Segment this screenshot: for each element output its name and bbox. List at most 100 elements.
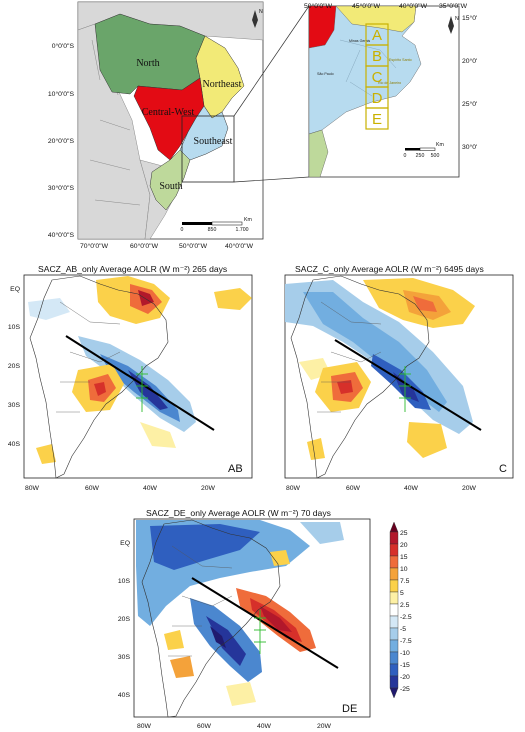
region-label-southeast: Southeast: [194, 136, 233, 147]
lat-label: 20S: [8, 363, 21, 370]
warm-anomaly: [36, 444, 56, 464]
warm-anomaly: [407, 422, 447, 458]
colorbar-swatch: [389, 531, 399, 545]
place-minas-gerais: Minas Gerais: [349, 39, 370, 43]
sacz-axis-line: [65, 335, 215, 431]
lon-label: 80W: [286, 485, 301, 492]
lat-label: 20°0'0"S: [48, 137, 75, 145]
zone-label: E: [372, 111, 382, 128]
blue-anomaly: [28, 298, 70, 320]
colorbar-label: -20: [400, 674, 410, 681]
lon-label: 45°0'0"W: [352, 2, 381, 10]
colorbar-swatch: [389, 651, 399, 665]
warm-anomaly: [138, 290, 154, 306]
blue-anomaly: [210, 626, 226, 648]
lat-label: 25°0': [462, 100, 477, 108]
colorbar-label: -15: [400, 662, 410, 669]
zoom-lat-labels: 15°0' 20°0' 25°0' 30°0': [462, 14, 477, 151]
svg-text:N: N: [455, 16, 459, 22]
warm-anomaly: [170, 656, 194, 678]
colorbar-swatch: [389, 579, 399, 593]
lat-label: 10S: [118, 578, 131, 585]
lat-label: 40S: [118, 692, 131, 699]
lon-label: 60W: [346, 485, 361, 492]
south-america-outline: [141, 519, 281, 718]
lon-label: 40W: [404, 485, 419, 492]
zoom-extent-box: [181, 115, 235, 183]
regional-map: 0°0'0"S 10°0'0"S 20°0'0"S 30°0'0"S 40°0'…: [48, 1, 310, 250]
colorbar-swatch: [389, 603, 399, 617]
zoom-map: Minas Gerais São Paulo Espírito Santo Ri…: [304, 2, 477, 178]
warm-anomaly: [94, 382, 106, 396]
lat-label: 30S: [118, 654, 131, 661]
lat-label: 30°0': [462, 143, 477, 151]
green-marker: [399, 366, 411, 412]
colorbar-swatch: [389, 555, 399, 569]
panel-label: AB: [228, 463, 243, 475]
place-sao-paulo: São Paulo: [317, 72, 334, 76]
lat-label: 20°0': [462, 57, 477, 65]
lat-label: 10°0'0"S: [48, 90, 75, 98]
colorbar-label: 20: [400, 542, 408, 549]
warm-anomaly: [270, 550, 290, 566]
colorbar-label: 5: [400, 590, 404, 597]
blue-anomaly: [206, 616, 246, 666]
place-rio-de-janeiro: Rio de Janeiro: [378, 81, 401, 85]
scale-tick: 1.700: [236, 227, 249, 233]
colorbar-label: -7.5: [400, 638, 412, 645]
warm-anomaly: [214, 288, 252, 310]
colorbar-label: 25: [400, 530, 408, 537]
green-marker: [254, 610, 266, 654]
lon-label: 35°0'0"W: [439, 2, 468, 10]
lon-label: 50°0'0"W: [304, 2, 333, 10]
region-label-central-west: Central-West: [142, 107, 195, 118]
scale-unit: Km: [244, 217, 252, 223]
colorbar-swatch: [389, 627, 399, 641]
colorbar: 25 20 15 10 7.5 5 2.5 -2.5 -5 -7.5 -10 -…: [389, 521, 412, 699]
lon-label: 60W: [85, 485, 100, 492]
zoom-lon-labels: 50°0'0"W 45°0'0"W 40°0'0"W 35°0'0"W: [304, 2, 468, 10]
lon-label: 40W: [257, 723, 272, 730]
zoom-north-arrow-icon: N: [448, 16, 459, 34]
lat-label: EQ: [120, 540, 130, 547]
blue-anomaly: [150, 524, 260, 570]
lat-label: 30°0'0"S: [48, 184, 75, 192]
warm-anomaly: [337, 380, 353, 394]
region-label-north: North: [136, 58, 159, 69]
scale-tick: 850: [208, 227, 217, 233]
panel-c: SACZ_C_only Average AOLR (W m⁻²) 6495 da…: [284, 264, 514, 492]
panel-plot-area: AB: [23, 274, 253, 479]
lat-label: EQ: [10, 286, 20, 293]
colorbar-swatch: [389, 567, 399, 581]
lon-label: 50°0'0"W: [179, 242, 208, 250]
svg-text:N: N: [259, 9, 263, 15]
panel-label: C: [499, 463, 507, 475]
zone-box-e: [365, 107, 389, 130]
colorbar-swatches: [389, 521, 399, 699]
panel-title: SACZ_DE_only Average AOLR (W m⁻²) 70 day…: [146, 508, 331, 518]
scale-tick: 500: [431, 153, 440, 159]
lon-label: 80W: [25, 485, 40, 492]
lat-label: 0°0'0"S: [52, 42, 75, 50]
panel-lon-labels: 80W 60W 40W 20W: [137, 723, 332, 730]
colorbar-swatch: [389, 591, 399, 605]
lat-label: 20S: [118, 616, 131, 623]
south-america-outline: [29, 275, 169, 479]
scale-tick: 0: [181, 227, 184, 233]
sacz-axis-line: [334, 339, 482, 431]
blue-anomaly: [300, 522, 344, 544]
colorbar-label: -25: [400, 686, 410, 693]
lat-label: 40°0'0"S: [48, 231, 75, 239]
colorbar-labels: 25 20 15 10 7.5 5 2.5 -2.5 -5 -7.5 -10 -…: [400, 530, 412, 693]
colorbar-label: -5: [400, 626, 406, 633]
panel-ab: SACZ_AB_only Average AOLR (W m⁻²) 265 da…: [8, 264, 253, 492]
zone-boxes: A B C D E: [365, 23, 389, 130]
region-label-northeast: Northeast: [203, 79, 242, 90]
scale-tick: 250: [416, 153, 425, 159]
green-marker: [136, 366, 148, 412]
colorbar-label: -2.5: [400, 614, 412, 621]
colorbar-swatch: [389, 663, 399, 677]
panel-de: SACZ_DE_only Average AOLR (W m⁻²) 70 day…: [118, 508, 371, 730]
lon-label: 40°0'0"W: [225, 242, 254, 250]
zone-label: D: [372, 90, 383, 107]
